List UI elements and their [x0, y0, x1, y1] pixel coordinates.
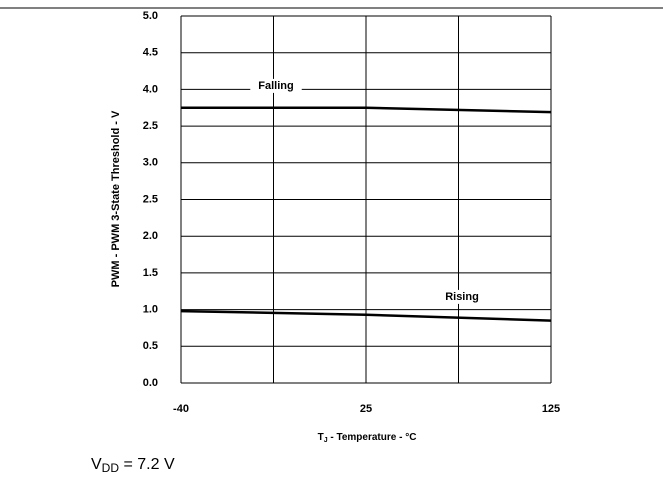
x-tick-label: 125: [542, 403, 560, 415]
y-tick-label: 4.0: [143, 83, 158, 95]
y-tick-label: 0.5: [143, 340, 158, 352]
label-background: [437, 289, 487, 304]
x-tick-label: -40: [173, 403, 189, 415]
x-tick-label: 25: [360, 403, 372, 415]
y-tick-label: 2.0: [143, 230, 158, 242]
y-tick-label: 1.0: [143, 304, 158, 316]
y-tick-label: 2.5: [143, 193, 158, 205]
series-line: [181, 106, 552, 114]
condition-note-main: V: [91, 456, 102, 473]
y-tick-label: 4.5: [143, 47, 158, 59]
series-label: Rising: [445, 291, 479, 303]
y-tick-label: 2.5: [143, 120, 158, 132]
y-tick-label: 0.0: [143, 377, 158, 389]
y-tick-label: 3.0: [143, 157, 158, 169]
y-axis-title: PWM - PWM 3-State Threshold - V: [110, 110, 122, 287]
y-tick-label: 1.5: [143, 267, 158, 279]
x-axis-title-rest: - Temperature - °C: [328, 432, 417, 443]
condition-note-sub: DD: [102, 461, 120, 475]
series-label: Falling: [258, 80, 293, 92]
y-tick-label: 5.0: [143, 10, 158, 22]
x-axis-title-sub: J: [324, 437, 328, 444]
label-background: [250, 78, 302, 93]
x-axis-title: TJ - Temperature - °C: [318, 432, 417, 444]
condition-note: VDD = 7.2 V: [91, 456, 175, 475]
series-line: [180, 309, 552, 322]
condition-note-rest: = 7.2 V: [119, 456, 175, 473]
x-axis-title-main: T: [318, 432, 324, 443]
